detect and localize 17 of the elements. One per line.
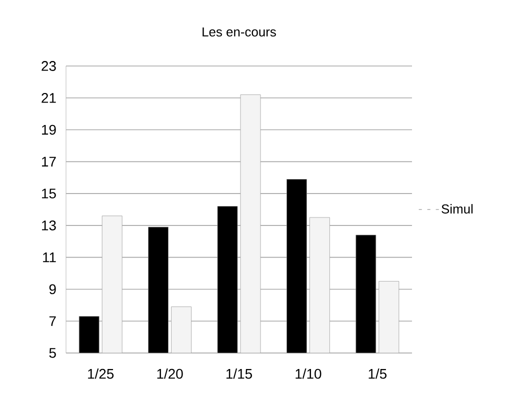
y-tick-label: 9 <box>49 284 56 294</box>
x-tick-label: 1/10 <box>296 368 322 379</box>
y-tick-label: 17 <box>42 156 56 166</box>
x-tick-label: 1/5 <box>368 368 387 379</box>
y-tick-label: 21 <box>42 93 56 103</box>
y-tick-label: 19 <box>42 124 56 135</box>
x-tick-label: 1/20 <box>157 368 183 379</box>
text: Simul <box>442 204 473 214</box>
y-tick-label: 23 <box>42 61 56 71</box>
y-tick-label: 13 <box>42 220 56 230</box>
y-tick-label: 5 <box>49 348 56 358</box>
y-tick-label: 7 <box>49 316 56 326</box>
x-tick-label: 1/25 <box>88 368 114 379</box>
y-tick-label: 11 <box>43 252 56 262</box>
chart-title: Les en-cours <box>202 27 276 36</box>
y-tick-label: 15 <box>42 188 56 198</box>
x-tick-label: 1/15 <box>226 368 252 379</box>
